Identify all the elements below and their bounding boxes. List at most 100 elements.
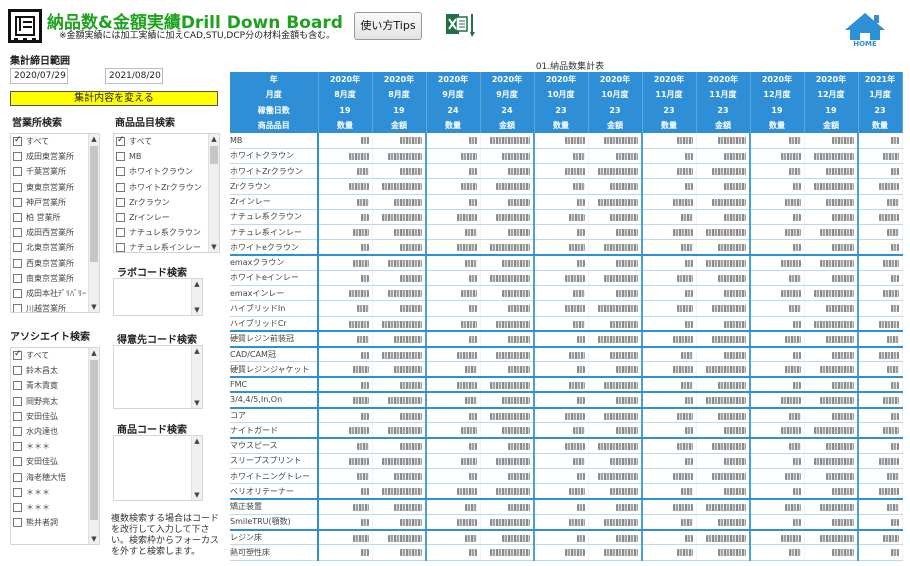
redacted-value xyxy=(508,336,530,344)
associate-list[interactable]: すべて鈴木昌太青木貴寛岡野亮太安田佳弘水内達也＊＊＊安田佳弘海老穂大悟＊＊＊＊＊… xyxy=(10,347,100,545)
redacted-value xyxy=(820,534,854,542)
lab-code-input[interactable]: ▲ ▼ xyxy=(113,278,203,316)
office-item[interactable]: 成田東営業所 xyxy=(11,149,99,164)
associate-item[interactable]: ＊＊＊ xyxy=(11,500,99,515)
checkbox[interactable] xyxy=(13,472,22,482)
office-item[interactable]: 神戸営業所 xyxy=(11,195,99,210)
office-item[interactable]: 成田西営業所 xyxy=(11,225,99,240)
redacted-value-cell xyxy=(588,316,643,333)
checkbox[interactable] xyxy=(13,273,22,283)
associate-list-scrollbar[interactable]: ▲ ▼ xyxy=(88,348,99,544)
checkbox[interactable] xyxy=(116,228,125,238)
associate-item[interactable]: 水内達也 xyxy=(11,424,99,439)
redacted-value xyxy=(382,183,422,191)
checkbox[interactable] xyxy=(13,442,22,452)
redacted-value-cell xyxy=(804,407,859,424)
checkbox[interactable] xyxy=(13,152,22,162)
redacted-value-cell xyxy=(480,331,535,348)
redacted-value-cell xyxy=(480,544,535,561)
checkbox[interactable] xyxy=(13,487,22,497)
product-item[interactable]: MB xyxy=(114,149,219,164)
checkbox[interactable] xyxy=(13,167,22,177)
table-row: コア xyxy=(230,407,903,424)
office-item[interactable]: 成田本社ﾃﾞﾘﾊﾞﾘｰ xyxy=(11,286,99,301)
checkbox[interactable] xyxy=(116,182,125,192)
associate-item[interactable]: すべて xyxy=(11,348,99,363)
checkbox[interactable] xyxy=(13,182,22,192)
checkbox[interactable] xyxy=(13,243,22,253)
checkbox[interactable] xyxy=(116,243,125,252)
checkbox[interactable] xyxy=(13,228,22,238)
checkbox[interactable] xyxy=(13,135,22,147)
checkbox[interactable] xyxy=(13,197,22,207)
redacted-value-cell xyxy=(642,529,697,546)
checkbox[interactable] xyxy=(13,457,22,467)
redacted-value-cell xyxy=(480,300,535,317)
checkbox[interactable] xyxy=(13,518,22,528)
checkbox[interactable] xyxy=(13,349,22,361)
checkbox[interactable] xyxy=(13,381,22,391)
product-item[interactable]: すべて xyxy=(114,134,219,149)
product-item[interactable]: ナチュレ系クラウン xyxy=(114,225,219,240)
associate-item[interactable]: 鈴木昌太 xyxy=(11,363,99,378)
product-item[interactable]: Zrクラウン xyxy=(114,195,219,210)
office-item[interactable]: 西東京営業所 xyxy=(11,256,99,271)
office-list-scrollbar[interactable]: ▲ ▼ xyxy=(88,134,99,312)
checkbox[interactable] xyxy=(116,213,125,223)
date-to-field[interactable]: 2021/08/20 xyxy=(105,68,163,84)
checkbox[interactable] xyxy=(116,167,125,177)
product-item[interactable]: ホワイトZrクラウン xyxy=(114,180,219,195)
page-subtitle: ※金額実績には加工実績に加えCAD,STU,DCP分の材料金額も含む。 xyxy=(59,31,336,41)
associate-item[interactable]: 岡野亮太 xyxy=(11,394,99,409)
product-list-scrollbar[interactable]: ▲ ▼ xyxy=(208,134,219,252)
change-aggregation-button[interactable]: 集計内容を変える xyxy=(10,91,218,106)
office-item[interactable]: 北東京営業所 xyxy=(11,240,99,255)
redacted-value xyxy=(616,534,638,542)
download-arrow-icon[interactable] xyxy=(470,14,482,40)
office-item[interactable]: 千葉営業所 xyxy=(11,164,99,179)
checkbox[interactable] xyxy=(13,288,22,298)
redacted-value-cell xyxy=(642,483,697,501)
associate-item[interactable]: 安田佳弘 xyxy=(11,409,99,424)
checkbox[interactable] xyxy=(13,411,22,421)
product-item[interactable]: ホワイトクラウン xyxy=(114,164,219,179)
checkbox[interactable] xyxy=(116,197,125,207)
checkbox[interactable] xyxy=(13,366,22,376)
checkbox[interactable] xyxy=(13,304,22,312)
redacted-value-cell xyxy=(642,270,697,287)
checkbox[interactable] xyxy=(13,502,22,512)
office-item[interactable]: 川越営業所 xyxy=(11,301,99,312)
checkbox[interactable] xyxy=(116,152,125,162)
product-code-input[interactable]: ▲ ▼ xyxy=(113,435,203,501)
office-item[interactable]: 南東京営業所 xyxy=(11,271,99,286)
associate-item[interactable]: 海老穂大悟 xyxy=(11,470,99,485)
associate-item[interactable]: 青木貴寛 xyxy=(11,378,99,393)
redacted-value xyxy=(356,443,369,450)
home-icon[interactable]: HOME xyxy=(842,11,888,47)
tips-button[interactable]: 使い方Tips xyxy=(354,12,422,40)
redacted-value-cell xyxy=(588,514,643,531)
customer-code-input[interactable]: ▲ ▼ xyxy=(113,345,203,409)
checkbox[interactable] xyxy=(13,258,22,268)
associate-item[interactable]: 安田佳弘 xyxy=(11,454,99,469)
redacted-value-cell xyxy=(858,148,903,165)
product-item[interactable]: Zrインレー xyxy=(114,210,219,225)
checkbox[interactable] xyxy=(116,135,125,147)
checkbox[interactable] xyxy=(13,427,22,437)
excel-icon[interactable] xyxy=(446,12,468,36)
redacted-value xyxy=(712,168,746,175)
checkbox[interactable] xyxy=(13,396,22,406)
associate-item[interactable]: ＊＊＊ xyxy=(11,485,99,500)
product-item[interactable]: ナチュレ系インレー xyxy=(114,240,219,252)
associate-item[interactable]: 熊井者詞 xyxy=(11,515,99,530)
associate-item[interactable]: ＊＊＊ xyxy=(11,439,99,454)
redacted-value xyxy=(576,473,585,480)
office-item[interactable]: 柏 営業所 xyxy=(11,210,99,225)
date-from-field[interactable]: 2020/07/29 xyxy=(10,68,68,84)
checkbox[interactable] xyxy=(13,213,22,223)
office-item[interactable]: 東東京営業所 xyxy=(11,180,99,195)
product-item-label: すべて xyxy=(129,137,153,147)
office-item[interactable]: すべて xyxy=(11,134,99,149)
